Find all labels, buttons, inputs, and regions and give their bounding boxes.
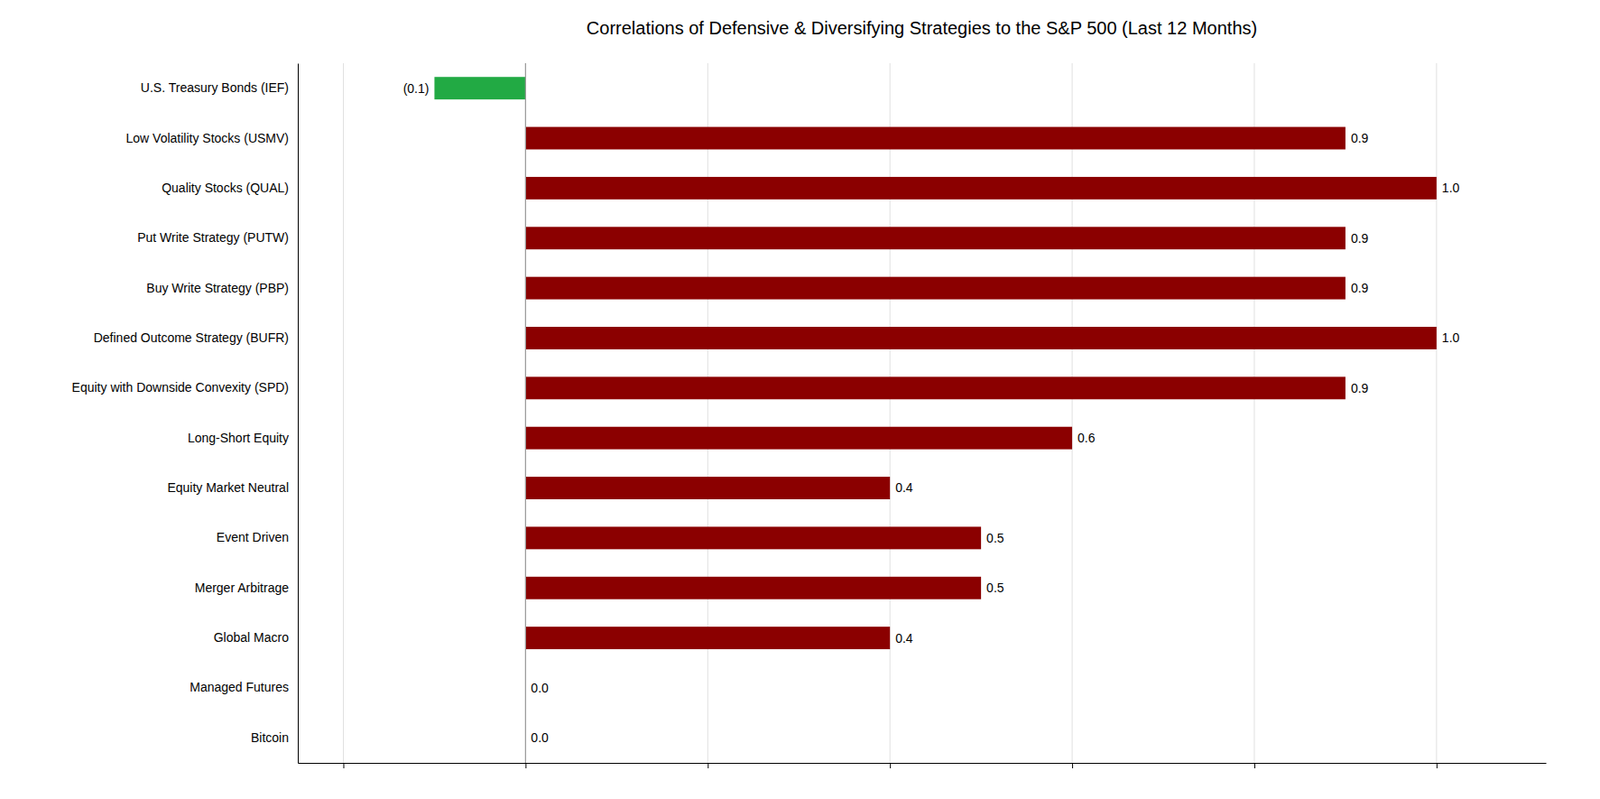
- x-tick: [342, 762, 344, 768]
- data-label: 0.5: [986, 530, 1005, 546]
- bar: [525, 526, 981, 549]
- x-tick-mark: [1436, 762, 1438, 768]
- data-label: 0.9: [1350, 231, 1369, 246]
- data-label: 0.9: [1350, 380, 1369, 396]
- data-label: 0.9: [1350, 280, 1369, 296]
- bars: [434, 76, 1436, 649]
- title: Correlations of Defensive & Diversifying…: [586, 18, 1258, 38]
- bar: [525, 476, 890, 500]
- data-label: 0.9: [1350, 130, 1369, 146]
- y-tick-label: Low Volatility Stocks (USMV): [126, 130, 290, 146]
- bar: [525, 626, 890, 649]
- x-tick: [1254, 762, 1256, 768]
- y-tick: Equity Market Neutral: [166, 480, 298, 495]
- data-label: 1.0: [1442, 330, 1461, 345]
- data-label: 0.4: [895, 630, 914, 646]
- y-tick: Merger Arbitrage: [194, 580, 298, 595]
- x-axis: [298, 762, 1547, 768]
- y-tick-label: Equity Market Neutral: [166, 480, 289, 495]
- bar: [434, 76, 526, 100]
- y-axis-line: [297, 64, 299, 764]
- data-label: 1.0: [1442, 180, 1461, 195]
- x-tick-mark: [889, 762, 891, 768]
- bar: [525, 127, 1346, 150]
- x-tick: [1072, 762, 1073, 768]
- y-tick-label: Event Driven: [216, 529, 289, 545]
- y-tick-label: Bitcoin: [250, 730, 289, 745]
- y-axis: Bitcoin Managed Futures Global Macro Merger…: [72, 64, 299, 764]
- grid-line: [1072, 63, 1073, 763]
- y-tick-label: Put Write Strategy (PUTW): [137, 230, 289, 245]
- x-axis-line: [298, 762, 1547, 764]
- x-tick: [707, 762, 709, 768]
- y-tick: Put Write Strategy (PUTW): [137, 230, 298, 245]
- grid-line: [707, 63, 709, 763]
- y-tick: Long-Short Equity: [187, 430, 298, 445]
- y-tick-label: Defined Outcome Strategy (BUFR): [93, 330, 289, 345]
- y-tick: Bitcoin: [250, 730, 298, 745]
- x-tick-mark: [707, 762, 709, 768]
- x-tick-mark: [1254, 762, 1256, 768]
- y-tick-label: Global Macro: [213, 629, 289, 645]
- x-tick-mark: [342, 762, 344, 768]
- y-tick-label: Buy Write Strategy (PBP): [146, 280, 289, 296]
- x-tick: [525, 762, 527, 768]
- y-tick: Managed Futures: [189, 679, 298, 694]
- x-tick: [1436, 762, 1438, 768]
- data-label: 0.0: [530, 680, 549, 695]
- grid-line: [1253, 63, 1255, 763]
- grid-line: [525, 63, 527, 763]
- y-tick: Buy Write Strategy (PBP): [146, 280, 298, 296]
- bar: [525, 426, 1073, 450]
- bar: [525, 326, 1436, 350]
- y-tick-label: Merger Arbitrage: [194, 580, 289, 595]
- y-tick: Equity with Downside Convexity (SPD): [72, 379, 298, 395]
- grid-line: [889, 63, 891, 763]
- data-label: (0.1): [403, 81, 430, 96]
- y-tick-label: Long-Short Equity: [187, 430, 289, 445]
- bar: [525, 277, 1346, 300]
- y-tick: Event Driven: [216, 529, 298, 545]
- bar: [525, 576, 981, 600]
- y-tick-label: Equity with Downside Convexity (SPD): [72, 379, 289, 395]
- chart: Correlations of Defensive & Diversifying…: [0, 0, 1600, 799]
- y-tick: U.S. Treasury Bonds (IEF): [140, 80, 298, 95]
- grid-line: [342, 63, 344, 763]
- y-tick-label: Quality Stocks (QUAL): [161, 180, 289, 195]
- y-tick-label: U.S. Treasury Bonds (IEF): [140, 80, 289, 95]
- data-label: 0.6: [1077, 430, 1096, 445]
- data-label: 0.0: [530, 730, 549, 745]
- x-tick-mark: [1072, 762, 1073, 768]
- bar: [525, 376, 1346, 399]
- y-tick: Low Volatility Stocks (USMV): [126, 130, 299, 146]
- data-labels: 0.0 0.0 0.4 0.5 0.5 0.4 0.6 0.9 1.0 0.9 0.9 1.0 0.9 (…: [403, 81, 1461, 746]
- y-tick: Defined Outcome Strategy (BUFR): [93, 330, 298, 345]
- data-label: 0.4: [895, 480, 914, 495]
- plot: Bitcoin Managed Futures Global Macro Merger…: [72, 63, 1547, 768]
- x-tick-mark: [525, 762, 527, 768]
- bar: [525, 176, 1436, 200]
- data-label: 0.5: [986, 580, 1005, 595]
- bar: [525, 226, 1346, 250]
- x-tick: [889, 762, 891, 768]
- y-tick: Global Macro: [213, 629, 298, 645]
- zero-line: [525, 63, 527, 763]
- grid: [342, 63, 1436, 763]
- y-tick-label: Managed Futures: [189, 679, 289, 694]
- y-tick: Quality Stocks (QUAL): [161, 180, 298, 195]
- grid-line: [1435, 63, 1437, 763]
